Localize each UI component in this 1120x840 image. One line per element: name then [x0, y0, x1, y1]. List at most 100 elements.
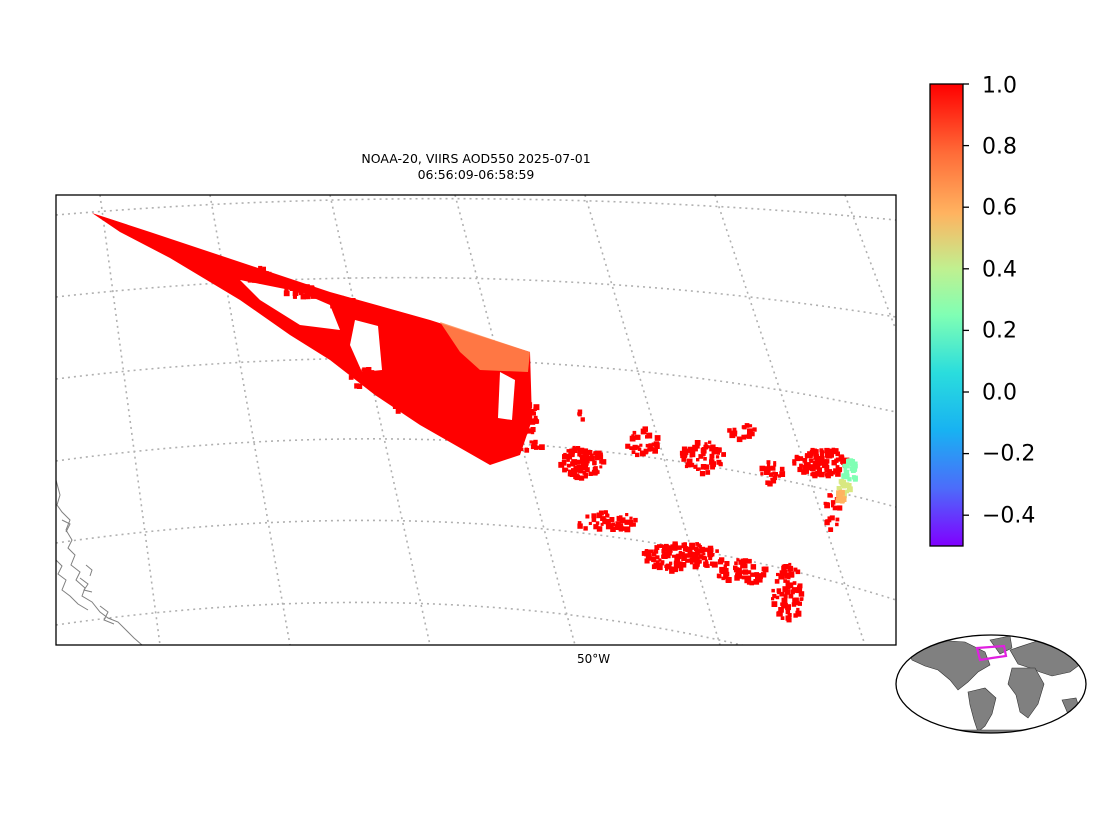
aod-pixel: [649, 446, 654, 451]
aod-pixel: [605, 518, 611, 525]
aod-pixel: [819, 451, 825, 456]
aod-pixel: [790, 589, 795, 595]
aod-pixel: [370, 370, 375, 374]
aod-pixel: [635, 452, 640, 458]
aod-pixel: [561, 460, 567, 465]
aod-pixel: [829, 515, 835, 521]
aod-pixel: [262, 270, 266, 274]
aod-pixel: [785, 609, 791, 615]
aod-pixel: [676, 562, 680, 566]
aod-pixel: [598, 510, 604, 516]
aod-pixel: [295, 285, 302, 292]
aod-pixel: [753, 579, 760, 585]
colorbar-tick-label: 0.4: [982, 257, 1017, 283]
colorbar-tick-label: 0.2: [982, 318, 1017, 344]
aod-pixel: [831, 470, 836, 475]
aod-pixel: [804, 462, 810, 468]
aod-pixel: [835, 522, 839, 527]
aod-pixel: [771, 588, 775, 593]
aod-pixel: [533, 415, 538, 420]
aod-pixel: [585, 467, 590, 472]
aod-pixel: [829, 494, 833, 498]
aod-pixel: [600, 516, 606, 521]
aod-pixel: [593, 524, 599, 530]
aod-pixel: [711, 562, 716, 567]
aod-pixel: [795, 600, 800, 606]
aod-pixel: [565, 468, 569, 472]
aod-pixel: [631, 434, 635, 438]
aod-pixel: [742, 558, 749, 564]
aod-pixel: [715, 455, 720, 459]
aod-pixel: [654, 545, 660, 550]
aod-pixel: [692, 444, 697, 450]
aod-pixel: [697, 543, 701, 547]
aod-pixel: [736, 573, 742, 579]
aod-pixel: [625, 513, 629, 517]
aod-pixel: [779, 591, 784, 597]
aod-pixel: [524, 421, 529, 426]
aod-pixel: [340, 299, 344, 303]
aod-pixel: [664, 564, 668, 568]
aod-pixel: [653, 549, 659, 554]
aod-pixel: [568, 472, 573, 476]
aod-pixel: [784, 572, 791, 579]
aod-pixel: [760, 472, 764, 476]
aod-pixel: [672, 566, 678, 573]
aod-pixel: [585, 462, 589, 466]
aod-pixel: [809, 458, 814, 463]
aod-pixel: [648, 443, 653, 448]
aod-pixel: [677, 545, 682, 550]
aod-pixel: [819, 461, 824, 466]
aod-pixel: [788, 562, 792, 566]
aod-pixel: [777, 590, 782, 595]
aod-pixel: [694, 546, 699, 551]
aod-pixel: [643, 450, 648, 455]
aod-pixel: [825, 451, 832, 458]
aod-pixel: [812, 448, 817, 454]
aod-pixel: [750, 572, 755, 577]
aod-pixel: [631, 450, 636, 454]
aod-pixel: [258, 271, 264, 276]
aod-pixel: [645, 443, 650, 448]
aod-pixel: [681, 555, 687, 561]
aod-pixel: [352, 368, 357, 373]
aod-pixel: [316, 293, 320, 297]
aod-pixel: [845, 473, 850, 478]
aod-pixel: [709, 459, 715, 465]
aod-pixel: [847, 458, 854, 465]
aod-pixel: [650, 549, 654, 554]
aod-pixel: [792, 461, 797, 466]
aod-pixel: [836, 493, 841, 498]
aod-pixel: [718, 462, 723, 467]
aod-pixel: [709, 554, 713, 558]
aod-pixel: [587, 450, 593, 456]
aod-pixel: [746, 581, 751, 585]
map-title-line2: 06:56:09-06:58:59: [417, 167, 535, 182]
aod-pixel: [528, 408, 535, 415]
aod-pixel: [709, 446, 715, 452]
aod-pixel: [704, 547, 710, 552]
aod-pixel: [677, 563, 683, 569]
aod-pixel: [579, 475, 585, 481]
aod-pixel: [359, 373, 365, 379]
aod-pixel: [698, 454, 704, 459]
aod-pixel: [577, 523, 583, 529]
aod-pixel: [694, 448, 698, 452]
aod-pixel: [827, 469, 833, 474]
aod-pixel: [715, 549, 719, 553]
aod-pixel: [338, 301, 344, 308]
aod-pixel: [744, 423, 750, 428]
aod-pixel: [686, 448, 691, 453]
inset-region-box: [975, 644, 1008, 662]
aod-pixel: [704, 559, 708, 563]
aod-pixel: [609, 517, 615, 522]
aod-pixel: [796, 587, 803, 594]
aod-pixel: [329, 300, 334, 305]
aod-pixel: [768, 472, 774, 477]
aod-pixel: [770, 465, 776, 471]
aod-pixel: [824, 502, 830, 509]
aod-pixel: [704, 442, 708, 446]
aod-pixel: [592, 467, 596, 471]
inset-north-america: [907, 639, 991, 691]
aod-pixel: [833, 468, 838, 473]
